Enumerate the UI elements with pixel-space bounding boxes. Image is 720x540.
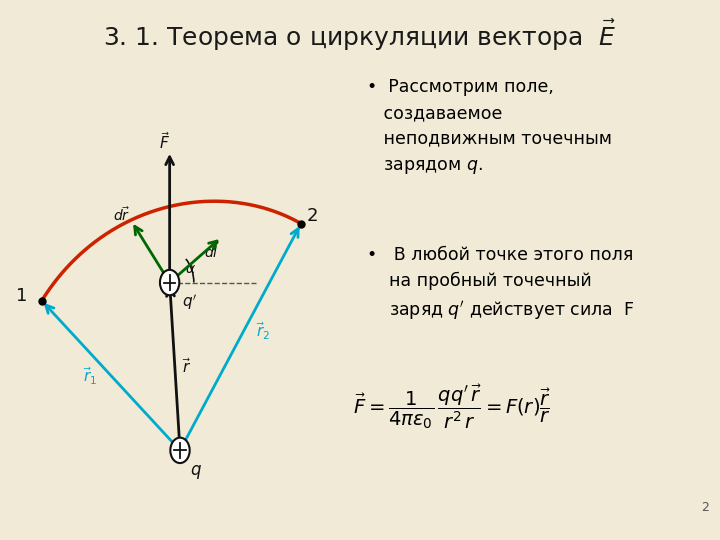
Text: $q$: $q$ xyxy=(190,463,202,481)
Text: 2: 2 xyxy=(701,501,709,514)
Text: $d\vec{r}$: $d\vec{r}$ xyxy=(112,207,130,224)
Circle shape xyxy=(160,270,179,295)
Text: $\vec{F} = \dfrac{1}{4\pi\varepsilon_0}\,\dfrac{qq'\,\vec{r}}{r^2\, r} = F(r)\df: $\vec{F} = \dfrac{1}{4\pi\varepsilon_0}\… xyxy=(353,382,551,431)
Circle shape xyxy=(171,437,189,463)
Text: $\vec{F}$: $\vec{F}$ xyxy=(159,131,170,152)
Text: 3. 1. Теорема о циркуляции вектора  $\vec{E}$: 3. 1. Теорема о циркуляции вектора $\vec… xyxy=(103,18,617,53)
Text: 1: 1 xyxy=(16,287,27,305)
Text: $\vec{r}_1$: $\vec{r}_1$ xyxy=(84,366,97,387)
Text: •   В любой точке этого поля
    на пробный точечный
    заряд $q'$ действует си: • В любой точке этого поля на пробный то… xyxy=(367,246,635,322)
Text: $d\vec{l}$: $d\vec{l}$ xyxy=(204,241,220,261)
Text: •  Рассмотрим поле,
   создаваемое
   неподвижным точечным
   зарядом $q$.: • Рассмотрим поле, создаваемое неподвижн… xyxy=(367,78,613,176)
Text: $\vec{r}_2$: $\vec{r}_2$ xyxy=(256,320,270,342)
Text: $q'$: $q'$ xyxy=(181,293,197,313)
Text: $\alpha$: $\alpha$ xyxy=(185,261,196,275)
Text: $\vec{r}$: $\vec{r}$ xyxy=(181,357,191,376)
Text: 2: 2 xyxy=(306,207,318,225)
